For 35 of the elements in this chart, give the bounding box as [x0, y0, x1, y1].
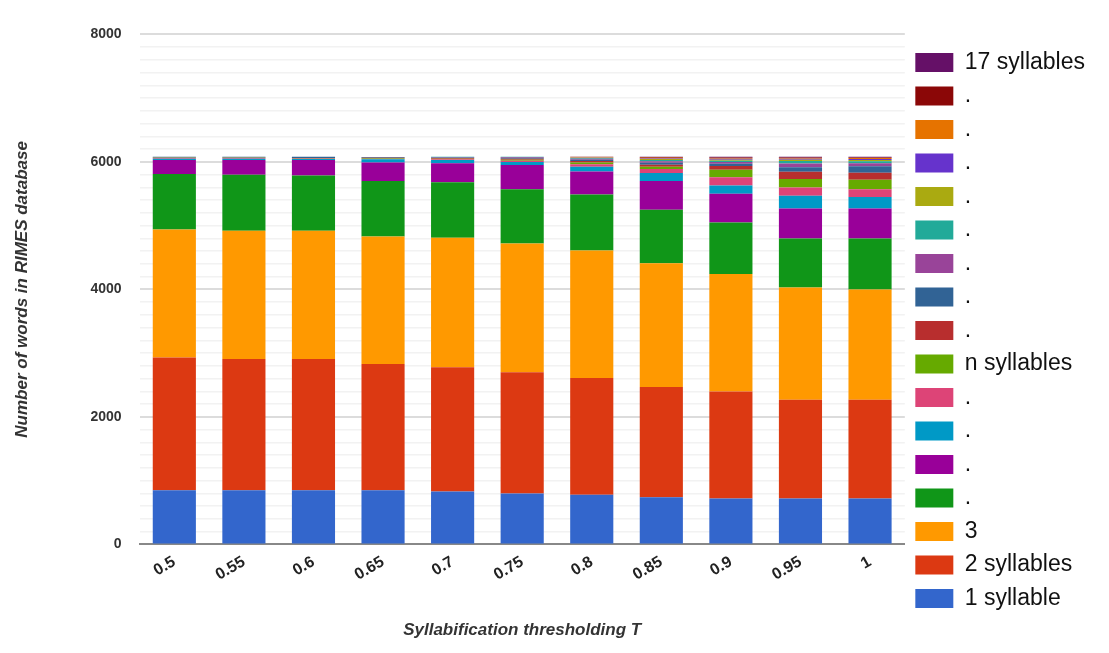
- y-tick-label: 4000: [90, 280, 122, 297]
- legend-label: .: [964, 416, 972, 443]
- legend-label: .: [964, 148, 972, 175]
- x-tick-label: 0.7: [428, 552, 457, 579]
- legend-label: .: [964, 382, 972, 409]
- legend-label: 3: [964, 516, 978, 543]
- x-tick-label: 0.65: [351, 552, 387, 583]
- x-tick-label: 0.55: [212, 552, 248, 583]
- x-tick-label: 0.9: [706, 552, 735, 579]
- x-tick-label: 0.85: [629, 552, 666, 583]
- legend-label: .: [964, 81, 972, 108]
- legend-label: 1 syllable: [964, 583, 1061, 610]
- y-tick-label: 2000: [90, 407, 122, 424]
- legend-label: 2 syllables: [964, 550, 1073, 577]
- legend-label: .: [964, 315, 972, 342]
- legend-label: .: [964, 114, 972, 141]
- y-tick-label: 8000: [90, 25, 122, 42]
- x-tick-label: 0.8: [567, 552, 596, 579]
- y-tick-label: 0: [113, 535, 122, 552]
- x-tick-label: 0.5: [150, 552, 179, 579]
- x-tick-label: 0.6: [289, 552, 318, 579]
- legend-label: .: [964, 248, 972, 275]
- x-tick-label: 1: [857, 552, 874, 572]
- y-tick-label: 6000: [90, 152, 122, 169]
- x-tick-label: 0.95: [768, 552, 805, 583]
- legend-label: .: [964, 215, 972, 242]
- legend-label: n syllables: [964, 349, 1073, 376]
- legend-label: .: [964, 449, 972, 476]
- x-axis-title: Syllabification thresholding T: [403, 620, 643, 640]
- legend-label: .: [964, 282, 972, 309]
- legend-label: .: [964, 181, 972, 208]
- legend-label: .: [964, 483, 972, 510]
- x-tick-label: 0.75: [490, 552, 526, 583]
- y-axis-title: Number of words in RIMES database: [11, 141, 31, 438]
- legend-label: 17 syllables: [964, 47, 1086, 74]
